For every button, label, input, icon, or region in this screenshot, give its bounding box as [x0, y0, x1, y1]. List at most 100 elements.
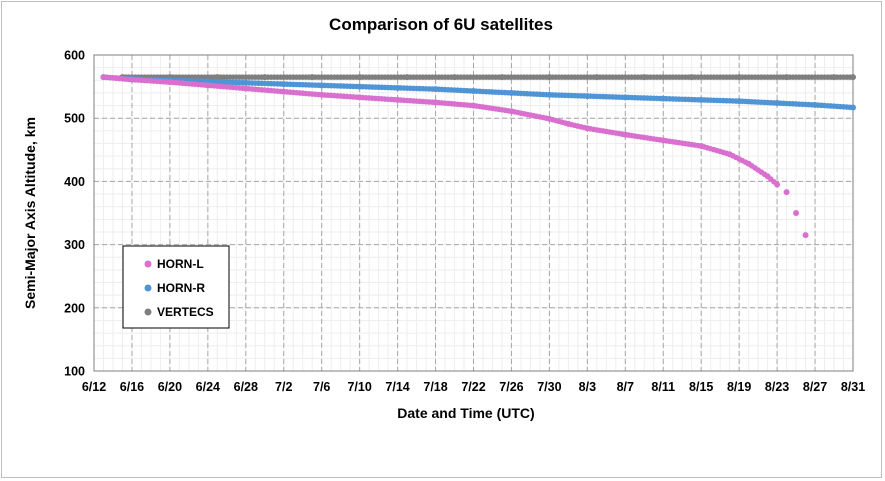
- data-point: [261, 74, 268, 81]
- data-point: [622, 94, 629, 101]
- data-point: [736, 74, 743, 81]
- data-point: [128, 76, 135, 83]
- data-point: [280, 88, 287, 95]
- y-tick-labels: 100 200 300 400 500 600: [64, 49, 85, 379]
- x-tick-label: 8/23: [765, 380, 789, 394]
- data-point: [850, 104, 856, 111]
- data-point: [736, 98, 743, 105]
- data-point: [100, 74, 107, 81]
- data-point: [356, 94, 363, 101]
- x-tick-label: 8/27: [803, 380, 827, 394]
- data-point: [584, 93, 591, 100]
- data-point: [470, 102, 477, 109]
- data-point: [622, 131, 629, 138]
- data-point: [404, 74, 411, 81]
- data-point: [470, 88, 477, 95]
- data-point: [432, 86, 439, 93]
- legend-entry-horn-r: HORN-R: [157, 281, 205, 295]
- legend: HORN-L HORN-R VERTECS: [122, 245, 230, 329]
- x-tick-label: 8/11: [651, 380, 675, 394]
- legend-marker-vertecs: [144, 308, 152, 316]
- x-tick-label: 7/22: [461, 380, 485, 394]
- data-point: [584, 125, 591, 132]
- data-point: [451, 74, 458, 81]
- x-tick-label: 6/12: [82, 380, 106, 394]
- x-tick-label: 8/19: [727, 380, 751, 394]
- data-point: [309, 74, 316, 81]
- data-point: [318, 82, 325, 89]
- data-point: [774, 181, 781, 188]
- series-vertecs: [119, 74, 856, 81]
- x-tick-label: 6/20: [158, 380, 182, 394]
- x-tick-label: 8/31: [841, 380, 865, 394]
- data-point: [394, 84, 401, 91]
- x-tick-label: 8/15: [689, 380, 713, 394]
- y-tick-label: 400: [64, 175, 85, 189]
- data-point: [660, 95, 667, 102]
- legend-box: [122, 245, 230, 329]
- x-tick-label: 6/28: [234, 380, 258, 394]
- data-point: [812, 101, 819, 108]
- data-point: [726, 151, 733, 158]
- data-point: [166, 79, 173, 86]
- y-tick-label: 200: [64, 301, 85, 315]
- y-tick-label: 500: [64, 112, 85, 126]
- x-tick-label: 6/16: [120, 380, 144, 394]
- data-point: [546, 74, 553, 81]
- data-point: [831, 74, 838, 81]
- x-tick-label: 7/14: [385, 380, 409, 394]
- data-point: [802, 232, 809, 239]
- y-tick-label: 300: [64, 238, 85, 252]
- data-point: [641, 74, 648, 81]
- data-point: [508, 108, 515, 115]
- legend-entry-horn-l: HORN-L: [157, 257, 204, 271]
- data-point: [546, 115, 553, 122]
- legend-entry-vertecs: VERTECS: [157, 305, 214, 319]
- data-point: [318, 91, 325, 98]
- data-point: [498, 74, 505, 81]
- data-point: [280, 81, 287, 88]
- data-point: [394, 96, 401, 103]
- y-tick-label: 100: [64, 365, 85, 379]
- x-tick-label: 8/3: [579, 380, 596, 394]
- x-tick-label: 7/18: [423, 380, 447, 394]
- plot-border: [93, 54, 854, 372]
- x-tick-label: 7/30: [537, 380, 561, 394]
- data-point: [660, 137, 667, 144]
- y-tick-label: 600: [64, 49, 85, 63]
- data-point: [745, 160, 752, 167]
- data-point: [774, 100, 781, 107]
- x-tick-label: 6/24: [196, 380, 220, 394]
- data-point: [565, 120, 572, 127]
- data-point: [793, 210, 800, 216]
- x-axis-title: Date and Time (UTC): [397, 405, 534, 421]
- x-tick-label: 7/26: [499, 380, 523, 394]
- data-point: [242, 79, 249, 86]
- x-tick-labels: 6/12 6/16 6/20 6/24 6/28 7/2 7/6 7/10 7/14 7/18 7/…: [82, 380, 865, 394]
- data-point: [783, 74, 790, 81]
- data-point: [698, 143, 705, 150]
- data-point: [204, 82, 211, 89]
- series-layer: [100, 74, 856, 239]
- data-point: [546, 91, 553, 98]
- x-tick-label: 7/10: [347, 380, 371, 394]
- y-axis-title: Semi-Major Axis Altitude, km: [22, 117, 38, 309]
- data-point: [242, 85, 249, 92]
- data-point: [356, 83, 363, 90]
- x-tick-label: 7/6: [313, 380, 330, 394]
- data-point: [764, 173, 771, 180]
- chart-title: Comparison of 6U satellites: [329, 15, 553, 34]
- data-point: [688, 74, 695, 81]
- data-point: [783, 189, 790, 196]
- data-point: [432, 99, 439, 106]
- series-horn-l: [100, 74, 809, 239]
- data-point: [850, 74, 856, 81]
- legend-marker-horn-r: [144, 284, 152, 292]
- legend-marker-horn-l: [144, 260, 152, 268]
- x-tick-label: 8/7: [617, 380, 634, 394]
- x-tick-label: 7/2: [275, 380, 292, 394]
- data-point: [698, 96, 705, 103]
- data-point: [508, 89, 515, 96]
- data-point: [356, 74, 363, 81]
